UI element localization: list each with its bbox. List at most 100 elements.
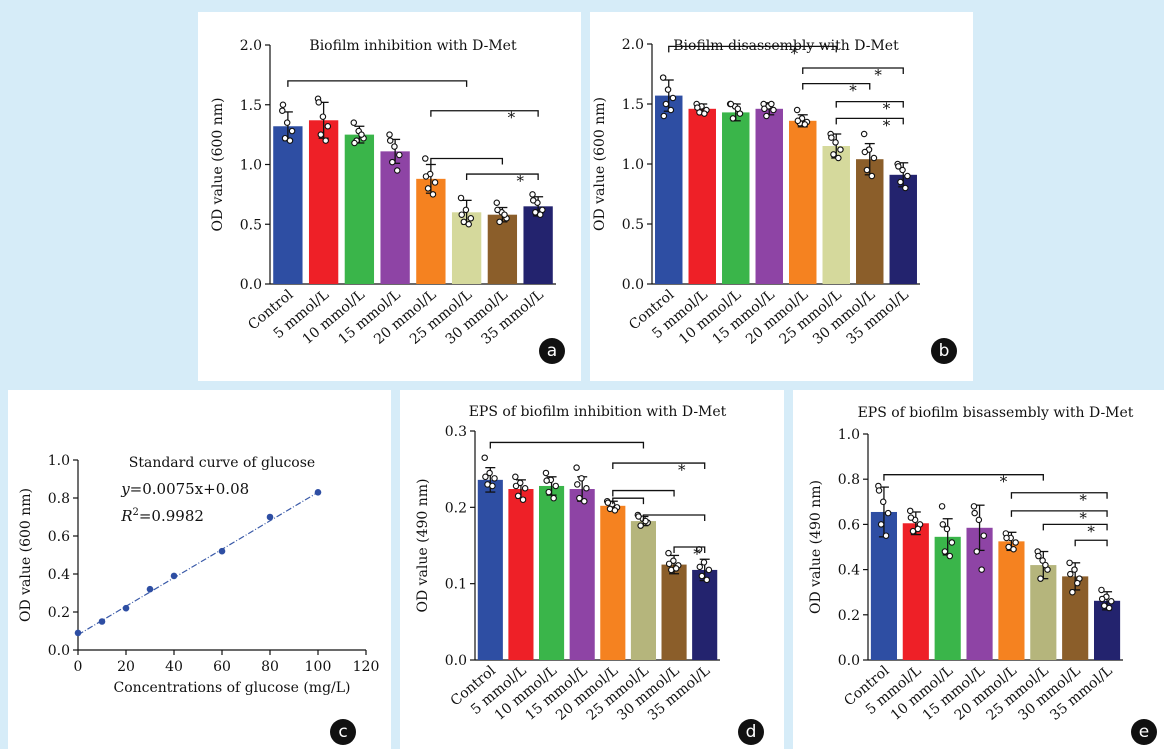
data-point	[573, 464, 580, 471]
bar	[308, 120, 339, 284]
data-point	[659, 74, 667, 81]
data-point	[481, 454, 488, 461]
data-point	[906, 507, 914, 515]
bar	[477, 479, 503, 660]
data-point	[458, 211, 465, 218]
y-tick-label: 1.5	[240, 98, 262, 114]
y-tick-label: 0.2	[838, 608, 860, 624]
data-point	[550, 494, 557, 502]
data-point	[895, 163, 902, 170]
bar	[344, 134, 375, 284]
data-point	[350, 119, 358, 126]
data-point	[973, 548, 981, 555]
bar	[487, 214, 518, 284]
y-tick-label: 0.3	[445, 424, 467, 440]
data-point	[545, 488, 553, 496]
data-point	[429, 191, 437, 198]
bar	[600, 505, 626, 660]
data-point	[879, 498, 887, 506]
significance-bracket	[835, 100, 904, 108]
chart-glucose-standard-curve: 0.0 0.2 0.4 0.6 0.8 1.0 0 20 40 60 80 100 120 OD valu…	[18, 453, 379, 696]
y-tick-label: 1.0	[622, 157, 644, 173]
data-point	[574, 481, 581, 488]
data-point	[351, 139, 358, 147]
data-point	[734, 105, 742, 113]
y-tick-label: 0.5	[622, 217, 644, 233]
data-point	[496, 218, 503, 226]
data-point	[793, 106, 801, 114]
y-tick-label: 0.0	[240, 277, 262, 293]
data-point	[665, 549, 672, 557]
y-tick-label: 0.6	[838, 517, 860, 533]
significance-bracket	[287, 80, 468, 87]
data-point	[904, 172, 911, 180]
bar	[539, 485, 565, 660]
data-point	[519, 496, 527, 503]
significance-marker: *	[791, 44, 799, 62]
data-point	[948, 539, 956, 546]
data-point	[146, 585, 154, 593]
data-point	[266, 513, 274, 521]
y-axis-label: OD value (600 nm)	[592, 97, 608, 231]
x-tick-label: 100	[305, 659, 332, 675]
data-point	[391, 143, 398, 150]
data-point	[543, 477, 550, 484]
data-point	[877, 521, 885, 528]
data-point	[482, 473, 489, 481]
panel-badge-c: c	[330, 719, 356, 745]
data-point	[861, 148, 869, 156]
x-tick-label: 60	[213, 659, 231, 675]
y-tick-label: 1.5	[622, 97, 644, 113]
data-point	[939, 521, 947, 528]
data-point	[642, 517, 649, 525]
data-point	[1071, 566, 1078, 573]
data-point	[512, 473, 519, 481]
y-tick-label: 0.2	[48, 605, 70, 621]
data-point	[665, 560, 673, 568]
data-point	[1012, 539, 1019, 546]
y-tick-label: 0.0	[838, 653, 860, 669]
y-tick-label: 0.4	[838, 563, 860, 579]
significance-bracket	[883, 474, 1044, 481]
data-point	[529, 197, 537, 204]
data-point	[611, 507, 619, 514]
significance-marker: *	[1079, 491, 1087, 509]
data-point	[664, 86, 672, 93]
data-point	[943, 525, 951, 533]
data-point	[946, 552, 954, 560]
bar	[998, 541, 1025, 660]
data-point	[317, 131, 325, 138]
significance-bracket	[802, 82, 871, 90]
bar	[380, 151, 410, 284]
data-point	[552, 482, 560, 490]
significance-bracket	[430, 157, 504, 165]
data-point	[1035, 552, 1042, 560]
data-point	[635, 513, 642, 520]
data-point	[1069, 588, 1076, 596]
panel-b: Biofilm disassembly with D-Met 0.0 0.5 1.0 1…	[590, 12, 973, 381]
data-point	[486, 469, 493, 477]
data-point	[660, 112, 668, 120]
data-point	[794, 117, 802, 125]
data-point	[696, 563, 704, 571]
y-tick-label: 2.0	[622, 37, 644, 53]
data-point	[422, 155, 429, 162]
data-point	[583, 485, 590, 492]
data-point	[286, 137, 294, 144]
y-tick-label: 0.0	[445, 653, 467, 669]
data-point	[279, 107, 286, 114]
x-tick-label: 40	[165, 659, 183, 675]
significance-bracket	[835, 117, 904, 125]
panel-badge-a: a	[539, 338, 565, 364]
bar	[523, 206, 553, 284]
data-point	[279, 101, 287, 109]
data-point	[1037, 575, 1044, 582]
data-point	[529, 191, 536, 198]
y-tick-label: 0.0	[48, 643, 70, 659]
bar	[273, 126, 303, 284]
panel-badge-b: b	[931, 338, 957, 364]
data-point	[670, 557, 677, 565]
data-point	[698, 572, 706, 580]
data-point	[870, 154, 878, 162]
x-tick-label: 0	[74, 659, 83, 675]
